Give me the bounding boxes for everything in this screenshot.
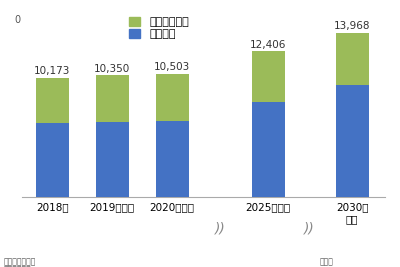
Bar — [96, 122, 129, 197]
Text: 13,968: 13,968 — [334, 21, 370, 31]
Text: 矢野経: 矢野経 — [320, 257, 334, 266]
Bar — [336, 33, 368, 85]
Legend: 汎用エンプラ, 汎用樹脂: 汎用エンプラ, 汎用樹脂 — [129, 17, 189, 40]
Text: 12,406: 12,406 — [250, 40, 286, 50]
Bar — [336, 85, 368, 197]
Text: 10,173: 10,173 — [34, 66, 70, 76]
Bar — [252, 51, 284, 102]
Bar — [36, 123, 69, 197]
Bar — [252, 102, 284, 197]
Text: )): )) — [304, 222, 314, 236]
Bar — [156, 121, 188, 197]
Text: 0: 0 — [15, 15, 21, 25]
Text: 10,503: 10,503 — [154, 62, 190, 72]
Text: )): )) — [215, 222, 226, 236]
Bar — [156, 74, 188, 121]
Bar — [96, 76, 129, 122]
Text: 10,350: 10,350 — [94, 64, 130, 74]
Bar — [36, 77, 69, 123]
Text: 以降は予測値: 以降は予測値 — [4, 265, 32, 267]
Text: 販売数量ベース: 販売数量ベース — [4, 257, 36, 266]
